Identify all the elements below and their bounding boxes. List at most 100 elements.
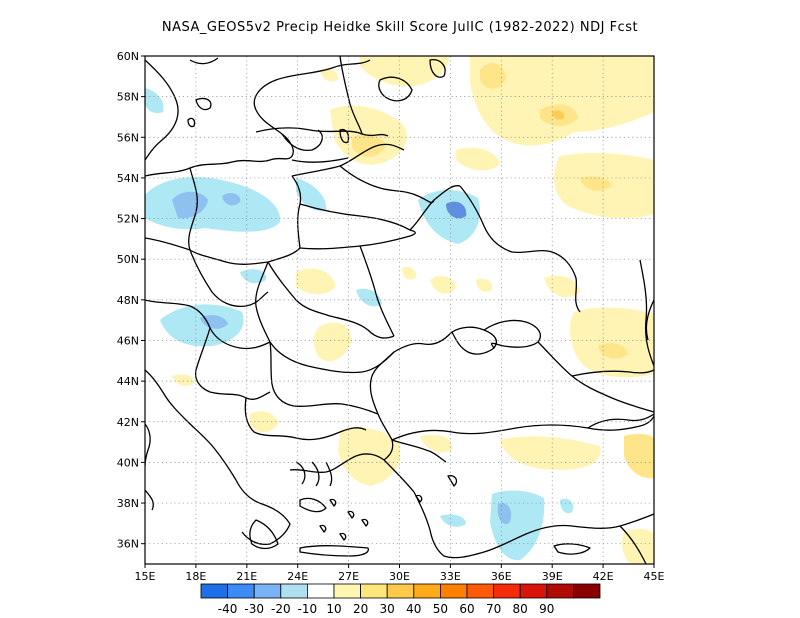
field-blue-baltic [145,88,164,114]
y-axis: 36N 38N 40N 42N 44N 46N 48N 50N 52N 54N 56N 58N 60N [117,50,145,551]
colorbar-label: 20 [353,602,368,616]
y-tick-label: 44N [117,375,139,388]
field-blue-aegean [440,514,466,527]
lake-ladoga [378,76,413,102]
colorbar-label: -20 [271,602,291,616]
field-blue-lithuania [296,178,327,211]
colorbar-swatch [413,583,441,599]
y-tick-label: 38N [117,497,139,510]
field-yellow-ukraine-2 [402,266,417,280]
colorbar-swatch [280,583,308,599]
colorbar-swatch [546,583,574,599]
y-tick-label: 56N [117,131,139,144]
field-blue-turkey [490,490,545,561]
colorbar-label: -10 [298,602,318,616]
y-tick-label: 36N [117,538,139,551]
y-tick-label: 46N [117,334,139,347]
field-yellow-turkey-east [624,433,654,479]
gulf-of-riga [281,129,323,152]
x-axis: 15E 18E 21E 24E 27E 30E 33E 36E 39E 42E 45E [135,564,665,583]
serbia-bulgaria [269,341,379,415]
colorbar-label: -40 [218,602,238,616]
russia-ukraine [459,185,581,313]
field-yellow-north-russia-core3 [552,110,565,120]
graticule [145,56,654,564]
finland-russia [339,56,363,135]
y-tick-label: 60N [117,50,139,63]
skill-score-fields [145,56,654,564]
colorbar-swatch [227,583,255,599]
y-tick-label: 42N [117,416,139,429]
russia-kazakh [639,259,654,367]
map-boundaries [145,56,654,564]
crete [299,545,370,557]
peloponnese [249,519,279,550]
field-yellow-bulgaria [250,411,278,433]
field-yellow-estonia-core [352,133,386,157]
field-blue-west-poland [145,177,281,232]
scandinavia-mountains [189,57,219,65]
chart-title: NASA_GEOS5v2 Precip Heidke Skill Score J… [161,20,639,35]
colorbar-swatch [466,583,495,599]
field-yellow-caspian [569,307,654,378]
x-tick-label: 21E [236,570,257,583]
belarus-north [339,165,435,204]
field-yellow-scandinavia [320,68,339,82]
x-tick-label: 45E [644,570,665,583]
field-blue-west-poland-core2 [222,193,241,206]
x-tick-label: 18E [185,570,206,583]
y-tick-label: 50N [117,253,139,266]
field-yellow-north-russia-core [480,63,506,89]
x-tick-label: 36E [491,570,512,583]
colorbar-label: 10 [326,602,341,616]
lake-onega [429,59,446,78]
x-tick-label: 24E [287,570,308,583]
aegean-north [289,453,385,474]
finnish-gulf-coast [255,127,389,137]
oland [187,117,196,128]
y-tick-label: 58N [117,91,139,104]
caucasus-coast [537,341,654,413]
colorbar-swatch [439,583,468,599]
colorbar-swatch [306,583,335,599]
colorbar-label: 80 [513,602,528,616]
black-sea-north [369,331,453,415]
field-yellow-turkey-north [500,436,601,470]
moldova [359,245,395,337]
field-blue-hungary-core [200,315,228,329]
field-blue-hungary [160,304,244,347]
field-yellow-east-ukraine [544,275,580,298]
italy-coast [145,423,151,467]
scandinavia-coast [145,59,179,161]
syria-border [619,525,647,564]
latvia-lithuania [291,157,349,163]
colorbar-swatch [493,583,521,599]
field-blue-belarus [418,189,480,244]
field-yellow-north-russia [470,56,654,146]
x-tick-label: 15E [135,570,156,583]
field-yellow-east-russia-core [580,176,612,191]
colorbar-label: 60 [459,602,474,616]
field-blue-belarus-core [446,201,467,219]
colorbar-label: 90 [539,602,554,616]
gotland [195,97,212,111]
belarus-ukraine [299,229,416,250]
bulgaria-greece [244,397,367,441]
chalkidiki [295,461,333,487]
colorbar-swatch [573,583,601,599]
field-yellow-caspian-core [598,343,628,359]
lake-peipus [339,128,350,144]
field-blue-anatolia [560,498,574,514]
x-tick-label: 27E [338,570,359,583]
field-blue-west-poland-core [172,191,208,219]
x-tick-label: 33E [440,570,461,583]
field-yellow-ukraine-3 [476,278,493,292]
y-tick-label: 40N [117,456,139,469]
field-yellow-black-sea-south [420,434,453,453]
field-blue-romania [356,288,382,307]
italy-heel [145,489,154,511]
field-yellow-romania [313,322,352,362]
x-tick-label: 42E [593,570,614,583]
colorbar-label: 50 [433,602,448,616]
evia [299,497,327,513]
